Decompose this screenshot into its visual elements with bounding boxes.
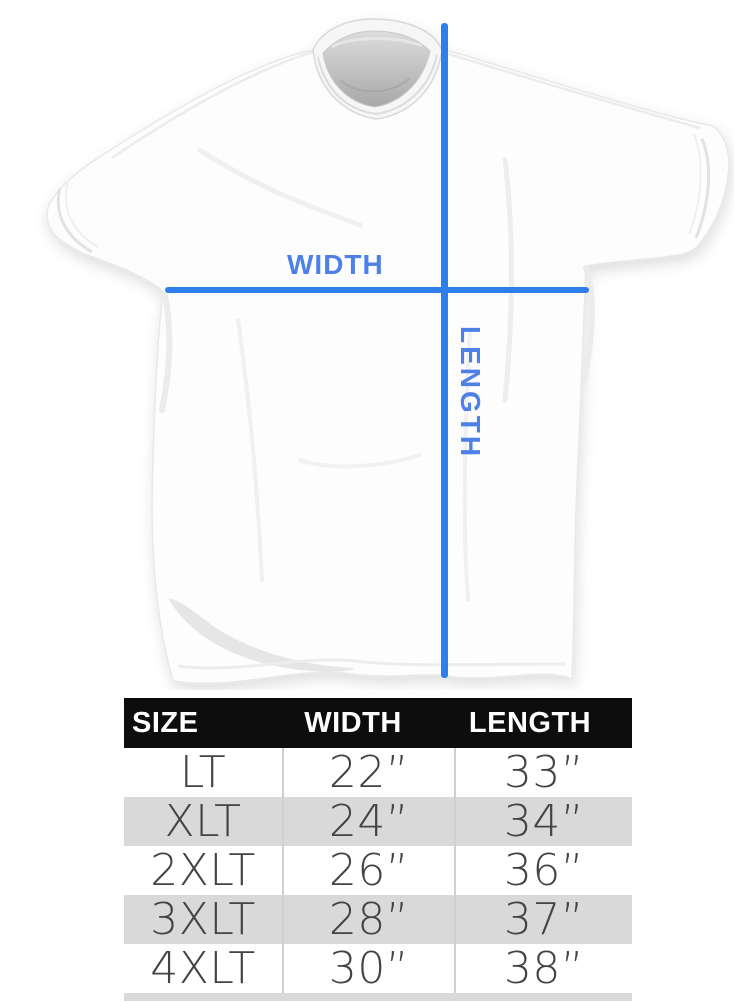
cell-length: 37”: [454, 895, 632, 944]
table-row: LT 22” 33”: [124, 748, 632, 797]
width-measure-line: [165, 287, 589, 293]
cell-size: 3XLT: [150, 894, 256, 945]
size-chart-table: SIZE WIDTH LENGTH LT 22” 33” XLT 24” 34”…: [124, 698, 632, 1001]
width-measure-label: WIDTH: [287, 249, 384, 280]
cell-size: XLT: [164, 796, 242, 847]
table-row-cutoff: [124, 993, 632, 1001]
cell-length: 33”: [454, 748, 632, 797]
cell-size: 4XLT: [150, 943, 256, 994]
cell-width: 28”: [282, 895, 454, 944]
cell-size: LT: [179, 747, 227, 798]
table-row: 2XLT 26” 36”: [124, 846, 632, 895]
cell-size: 2XLT: [150, 845, 256, 896]
tshirt-photo-icon: [46, 18, 730, 685]
length-measure-line: [441, 23, 448, 678]
cell-length: 36”: [454, 846, 632, 895]
table-row: XLT 24” 34”: [124, 797, 632, 846]
cell-width: 22”: [282, 748, 454, 797]
cell-length: 38”: [454, 944, 632, 993]
header-width: WIDTH: [304, 706, 402, 739]
cell-length: 34”: [454, 797, 632, 846]
length-measure-label: LENGTH: [455, 326, 486, 460]
header-length: LENGTH: [468, 706, 592, 739]
table-row: 4XLT 30” 38”: [124, 944, 632, 993]
header-size: SIZE: [132, 706, 199, 739]
cell-width: 26”: [282, 846, 454, 895]
cell-width: 30”: [282, 944, 454, 993]
cell-width: 24”: [282, 797, 454, 846]
table-header-row: SIZE WIDTH LENGTH: [124, 698, 632, 748]
tshirt-diagram: WIDTH LENGTH: [46, 18, 730, 685]
table-row: 3XLT 28” 37”: [124, 895, 632, 944]
